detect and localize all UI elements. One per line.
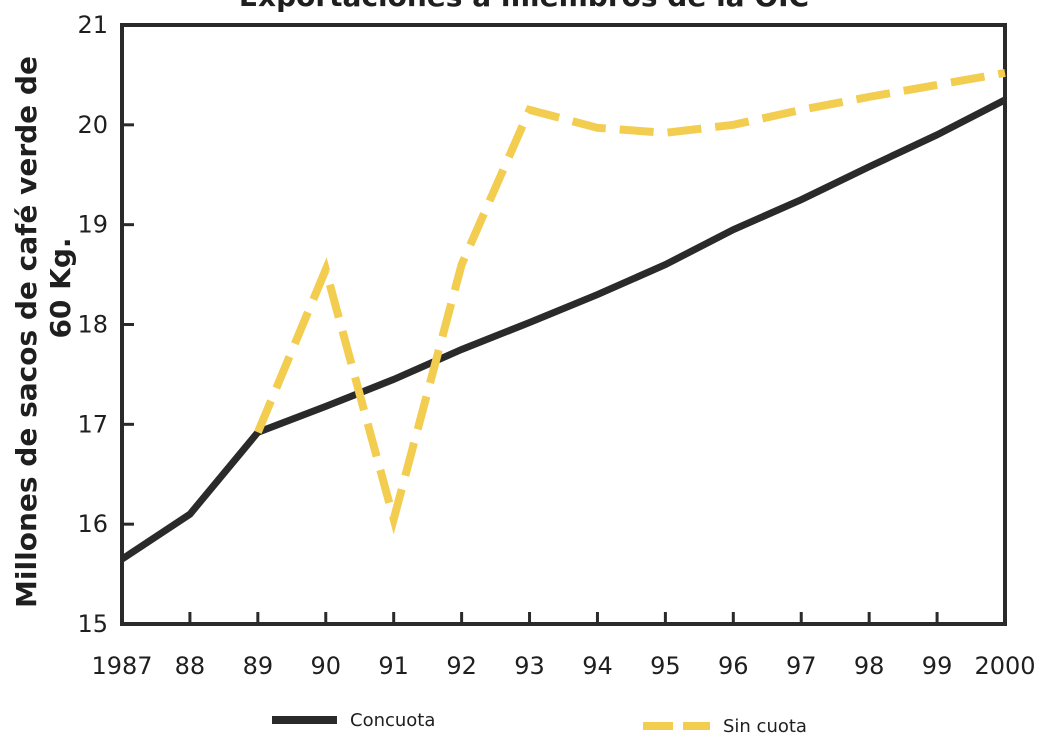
x-tick-label: 91: [378, 652, 409, 680]
y-tick-label: 21: [77, 11, 108, 39]
legend-label: Concuota: [350, 710, 435, 731]
x-tick-label: 99: [922, 652, 953, 680]
axes: [120, 23, 1007, 626]
legend-label: Sin cuota: [723, 716, 807, 735]
plot-frame: [120, 23, 1007, 626]
series-concuota: [120, 96, 1007, 563]
y-tick-label: 15: [77, 610, 108, 638]
x-tick-label: 2000: [974, 652, 1035, 680]
concuota-line: [120, 96, 1007, 563]
x-tick-label: 96: [718, 652, 749, 680]
series-sin-cuota: [254, 68, 1006, 535]
legend-item: Concuota: [272, 710, 435, 731]
x-tick-label: 1987: [91, 652, 152, 680]
y-tick-label: 18: [77, 311, 108, 339]
y-tick-label: 19: [77, 211, 108, 239]
sin-cuota-line: [254, 68, 1006, 535]
x-tick-label: 88: [175, 652, 206, 680]
x-tick-label: 92: [446, 652, 477, 680]
legend-item: Sin cuota: [643, 716, 807, 735]
y-tick-label: 17: [77, 410, 108, 438]
legend: Concuota Sin cuota: [272, 710, 807, 735]
tick-labels: 1987 88 89 90 91 92 93 94 95 96 97 98 99 2000 15 16 17 18…: [77, 11, 1035, 680]
x-tick-label: 94: [582, 652, 613, 680]
x-tick-label: 90: [310, 652, 341, 680]
chart-title: Exportaciones a miembros de la OIC: [239, 0, 809, 13]
x-tick-label: 97: [786, 652, 817, 680]
y-axis-label-line-1: Millones de sacos de café verde de: [10, 56, 43, 608]
x-tick-label: 89: [243, 652, 274, 680]
y-tick-label: 20: [77, 111, 108, 139]
series-layer: [120, 68, 1007, 563]
x-tick-label: 93: [514, 652, 545, 680]
y-tick-label: 16: [77, 510, 108, 538]
x-tick-label: 98: [854, 652, 885, 680]
y-axis-label-line-2: 60 Kg.: [44, 237, 77, 338]
x-tick-label: 95: [650, 652, 681, 680]
